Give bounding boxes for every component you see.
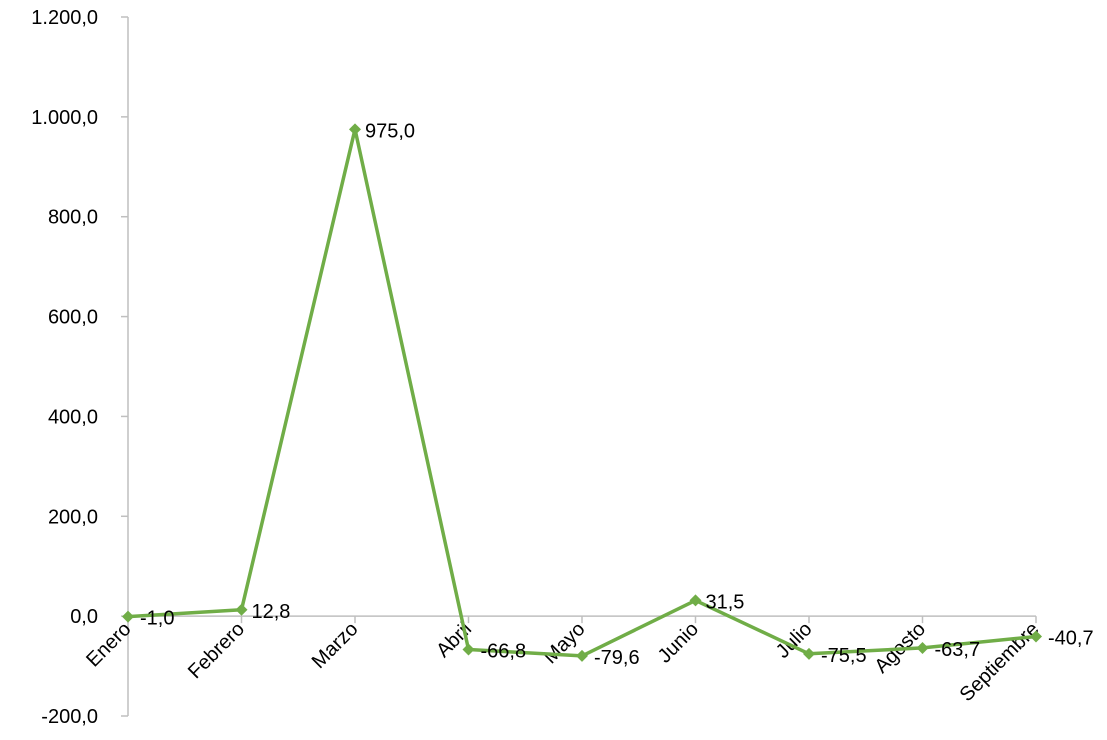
data-points xyxy=(122,123,1042,662)
data-label: 975,0 xyxy=(365,120,415,142)
x-tick-label: Febrero xyxy=(184,618,249,683)
y-tick-label: 600,0 xyxy=(48,307,98,329)
data-label: -63,7 xyxy=(935,639,981,661)
y-tick-label: 0,0 xyxy=(70,606,98,628)
data-label: -79,6 xyxy=(594,647,640,669)
data-label: -1,0 xyxy=(140,608,174,630)
data-label: -40,7 xyxy=(1048,627,1094,649)
y-tick-label: 800,0 xyxy=(48,207,98,229)
y-tick-label: 400,0 xyxy=(48,406,98,428)
data-point xyxy=(803,647,815,660)
data-label: -75,5 xyxy=(821,645,867,667)
x-axis-ticks: Enero Febrero Marzo Abril Mayo Junio Julio Agos… xyxy=(82,616,1044,706)
y-tick-label: 1.000,0 xyxy=(31,107,98,129)
x-tick-label: Abril xyxy=(432,618,476,662)
data-label: -66,8 xyxy=(481,640,527,662)
x-tick-label: Septiembre xyxy=(956,618,1044,706)
x-tick-label: Junio xyxy=(654,618,703,667)
x-tick-label: Marzo xyxy=(308,618,363,673)
data-point xyxy=(1030,630,1042,643)
data-point xyxy=(462,643,475,656)
y-tick-label: 200,0 xyxy=(48,506,98,528)
data-point xyxy=(235,603,248,616)
data-point xyxy=(689,594,702,607)
y-axis-ticks: -200,0 0,0 200,0 400,0 600,0 800,0 1.000,0 1.20… xyxy=(31,7,128,728)
data-label: 12,8 xyxy=(252,601,291,623)
series-line xyxy=(127,127,1037,658)
data-point xyxy=(349,123,361,136)
data-point xyxy=(916,641,929,654)
data-point xyxy=(576,649,588,662)
data-label: 31,5 xyxy=(706,591,745,613)
y-tick-label: 1.200,0 xyxy=(31,7,98,29)
data-point xyxy=(122,610,134,623)
data-labels: -1,0 12,8 975,0 -66,8 -79,6 31,5 -75,5 -63,7 -40… xyxy=(140,120,1094,669)
y-tick-label: -200,0 xyxy=(41,706,98,728)
